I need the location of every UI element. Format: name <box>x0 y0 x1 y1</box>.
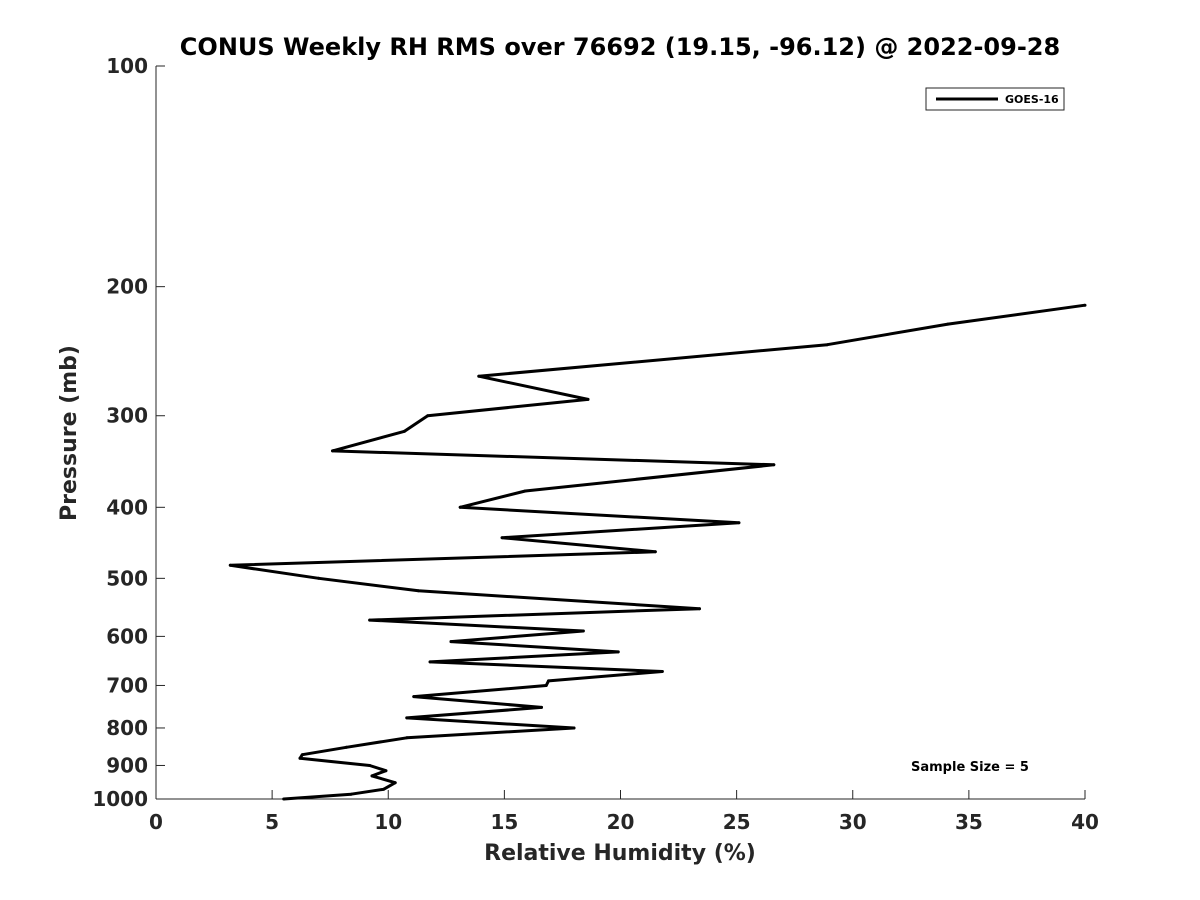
data-point <box>426 414 430 418</box>
y-tick-label: 400 <box>106 495 148 519</box>
x-ticks: 0 5 10 15 20 25 30 35 40 <box>149 790 1099 834</box>
data-point <box>405 736 409 740</box>
data-point <box>393 781 397 785</box>
x-tick-label: 20 <box>607 810 635 834</box>
y-tick-label: 200 <box>106 275 148 299</box>
legend: GOES-16 <box>925 87 1065 111</box>
data-point <box>500 536 504 540</box>
data-point <box>698 607 701 611</box>
data-point <box>412 695 416 699</box>
data-point <box>946 322 950 326</box>
x-axis-label: Relative Humidity (%) <box>484 841 756 866</box>
plot-area <box>156 66 1085 799</box>
x-tick-label: 0 <box>149 810 163 834</box>
data-point <box>300 753 304 757</box>
data-point <box>317 576 321 580</box>
data-point <box>282 797 286 801</box>
data-point <box>825 343 829 347</box>
data-point <box>298 756 302 760</box>
data-point <box>477 374 481 378</box>
data-point <box>586 397 590 401</box>
data-point <box>581 629 585 633</box>
data-point <box>540 705 543 709</box>
y-ticks: 100 200 300 400 500 600 700 800 900 1000 <box>92 54 165 811</box>
data-point <box>368 618 372 622</box>
data-point <box>523 489 527 493</box>
data-point <box>616 650 620 654</box>
data-point <box>368 764 372 767</box>
y-tick-label: 1000 <box>92 787 148 811</box>
data-point <box>370 774 374 778</box>
data-point <box>344 745 348 749</box>
data-point <box>737 521 741 525</box>
y-tick-label: 100 <box>106 54 148 78</box>
sample-size-annotation: Sample Size = 5 <box>911 760 1029 775</box>
x-tick-label: 15 <box>490 810 518 834</box>
data-point <box>653 550 657 554</box>
data-point <box>349 792 353 796</box>
data-point <box>331 449 334 453</box>
x-tick-label: 35 <box>955 810 983 834</box>
x-tick-label: 10 <box>374 810 402 834</box>
y-tick-label: 500 <box>106 566 148 590</box>
x-tick-label: 40 <box>1071 810 1099 834</box>
data-point <box>660 670 664 673</box>
data-point <box>449 640 453 644</box>
series-points <box>228 303 1087 801</box>
x-tick-label: 5 <box>265 810 279 834</box>
chart-title: CONUS Weekly RH RMS over 76692 (19.15, -… <box>180 33 1060 61</box>
data-point <box>416 589 420 593</box>
legend-entry-goes16: GOES-16 <box>1005 93 1059 106</box>
y-tick-label: 700 <box>106 673 148 697</box>
data-point <box>428 660 432 664</box>
y-tick-label: 300 <box>106 404 148 428</box>
data-point <box>228 563 232 567</box>
data-point <box>382 787 386 791</box>
data-point <box>572 726 576 730</box>
x-tick-label: 25 <box>723 810 751 834</box>
y-tick-label: 900 <box>106 753 148 777</box>
y-tick-label: 600 <box>106 624 148 648</box>
data-point <box>458 505 462 509</box>
data-point <box>547 679 550 683</box>
data-point <box>405 716 409 720</box>
y-tick-label: 800 <box>106 716 148 740</box>
data-point <box>772 463 776 467</box>
x-tick-label: 30 <box>839 810 867 834</box>
data-point <box>1083 303 1087 307</box>
data-point <box>384 769 388 773</box>
data-point <box>544 684 548 687</box>
data-point <box>403 429 406 433</box>
y-axis-label: Pressure (mb) <box>57 345 82 521</box>
